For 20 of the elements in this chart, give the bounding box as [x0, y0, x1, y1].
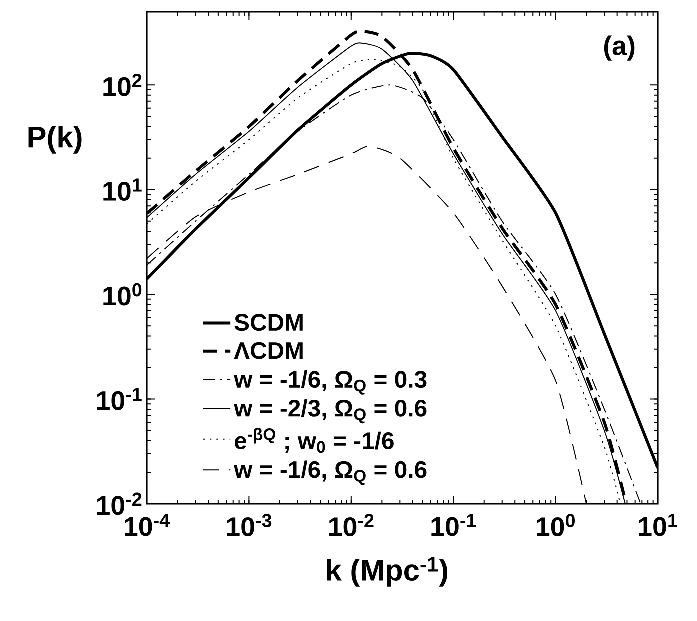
y-tick-label: 10$^{1}$: [104, 178, 142, 201]
y-axis-title: P(k): [28, 126, 82, 154]
x-tick-label: 10$^{-2}$: [330, 514, 374, 537]
legend-label: w = -1/6, Ω$_{Q}$ = 0.6: [234, 460, 427, 486]
legend-label: ΛCDM: [234, 342, 303, 360]
x-tick-label: 10$^{-4}$: [125, 514, 170, 536]
y-tick-label: 10$^{-2}$: [97, 492, 142, 516]
legend-label: SCDM: [234, 314, 303, 332]
legend-label: w = -2/3, Ω$_{Q}$ = 0.6: [234, 399, 427, 424]
annotation: (a): [604, 36, 635, 61]
x-tick-label: 10$^{-1}$: [432, 514, 476, 536]
x-tick-label: 10$^{-3}$: [227, 514, 272, 537]
x-tick-label: 10$^{1}$: [639, 514, 678, 536]
y-tick-label: 10$^{2}$: [104, 74, 142, 96]
x-axis-title: k (Mpc$^{-1}$): [327, 557, 448, 587]
legend-label: w = -1/6, Ω$_{Q}$ = 0.3: [234, 370, 427, 395]
y-tick-label: 10$^{0}$: [104, 283, 142, 306]
legend-label: e$^{-βQ}$ ; w$_{0}$ = -1/6: [235, 428, 394, 454]
x-tick-label: 10$^{0}$: [537, 514, 575, 537]
y-tick-label: 10$^{-1}$: [97, 388, 142, 410]
